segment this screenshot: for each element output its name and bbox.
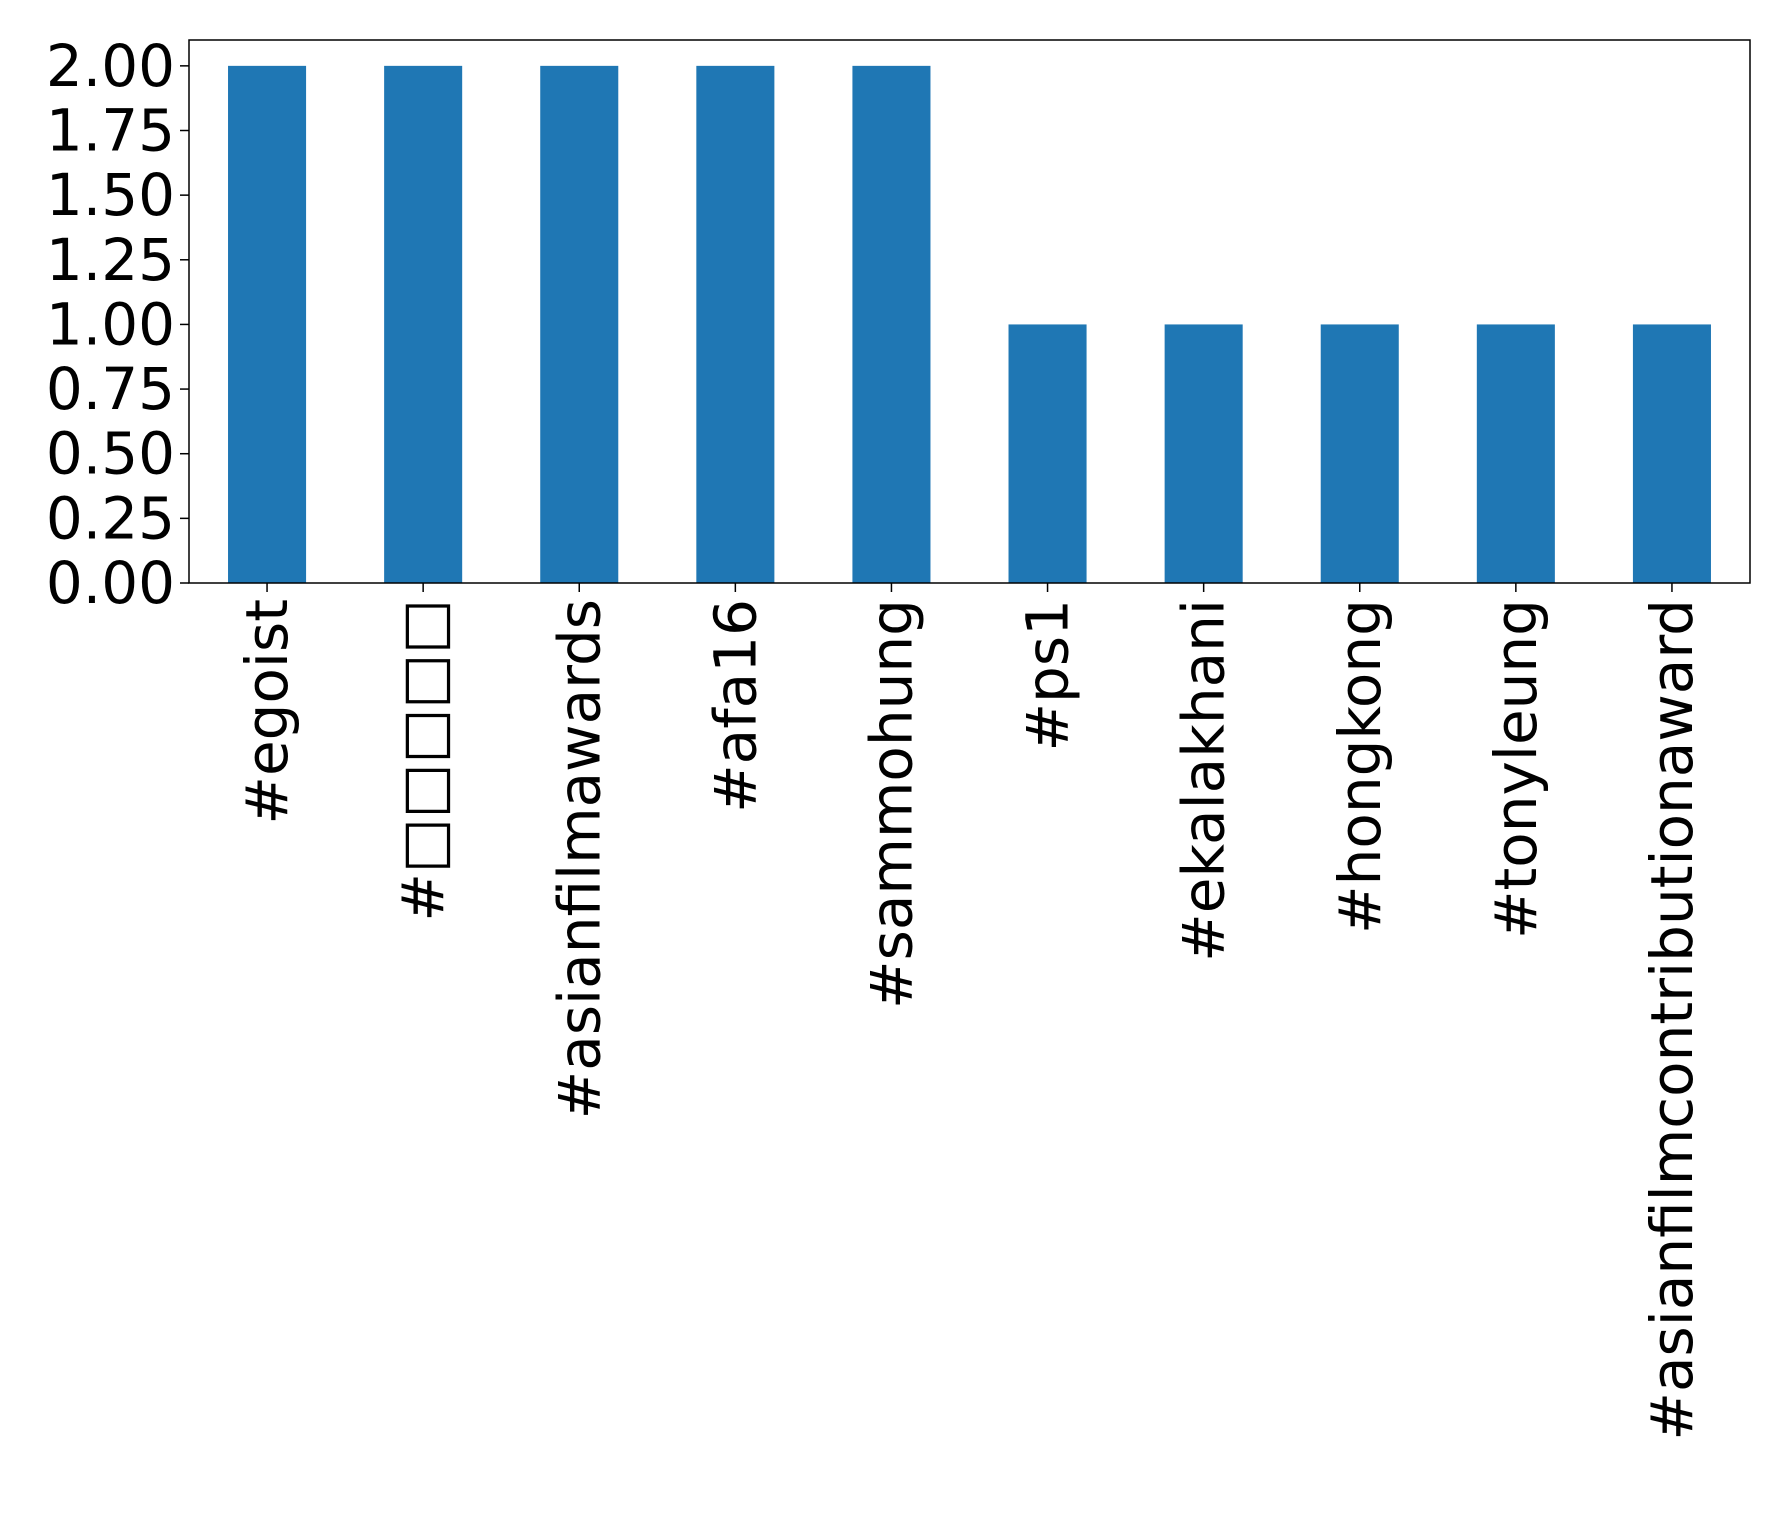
axes-group [188, 39, 1751, 584]
y-axis: 0.000.250.500.751.001.251.501.752.00 [46, 32, 189, 617]
bar-5 [1008, 324, 1087, 583]
x-tick-label-1: #□□□□□ [389, 599, 457, 922]
plot-frame [188, 39, 1751, 584]
y-tick-label-6: 1.50 [46, 161, 175, 229]
bars-group [228, 65, 1711, 584]
bar-6 [1164, 324, 1243, 583]
x-tick-label-3: #afa16 [701, 599, 769, 813]
bar-0 [228, 65, 307, 584]
y-tick-label-0: 0.00 [46, 549, 175, 617]
x-tick-label-8: #tonyleung [1482, 599, 1550, 939]
y-tick-label-3: 0.75 [46, 355, 175, 423]
bar-1 [384, 65, 463, 584]
y-tick-label-5: 1.25 [46, 226, 175, 294]
y-tick-label-4: 1.00 [46, 290, 175, 358]
x-tick-label-4: #sammohung [857, 599, 925, 1009]
bar-2 [540, 65, 619, 584]
bar-3 [696, 65, 775, 584]
y-tick-label-7: 1.75 [46, 97, 175, 165]
x-axis: #egoist #□□□□□ #asianfilmawards #afa16 #samm… [233, 583, 1706, 1441]
x-tick-label-2: #asianfilmawards [545, 599, 613, 1119]
x-tick-label-0: #egoist [233, 599, 301, 825]
bar-7 [1320, 324, 1399, 583]
y-tick-label-2: 0.50 [46, 420, 175, 488]
x-tick-label-9: #asianfilmcontributionaward [1638, 599, 1706, 1441]
bar-9 [1632, 324, 1711, 583]
bar-8 [1476, 324, 1555, 583]
y-tick-label-1: 0.25 [46, 484, 175, 552]
y-tick-label-8: 2.00 [46, 32, 175, 100]
x-tick-label-5: #ps1 [1014, 599, 1082, 752]
x-tick-label-7: #hongkong [1326, 599, 1394, 934]
bar-4 [852, 65, 931, 584]
x-tick-label-6: #ekalakhani [1170, 599, 1238, 962]
